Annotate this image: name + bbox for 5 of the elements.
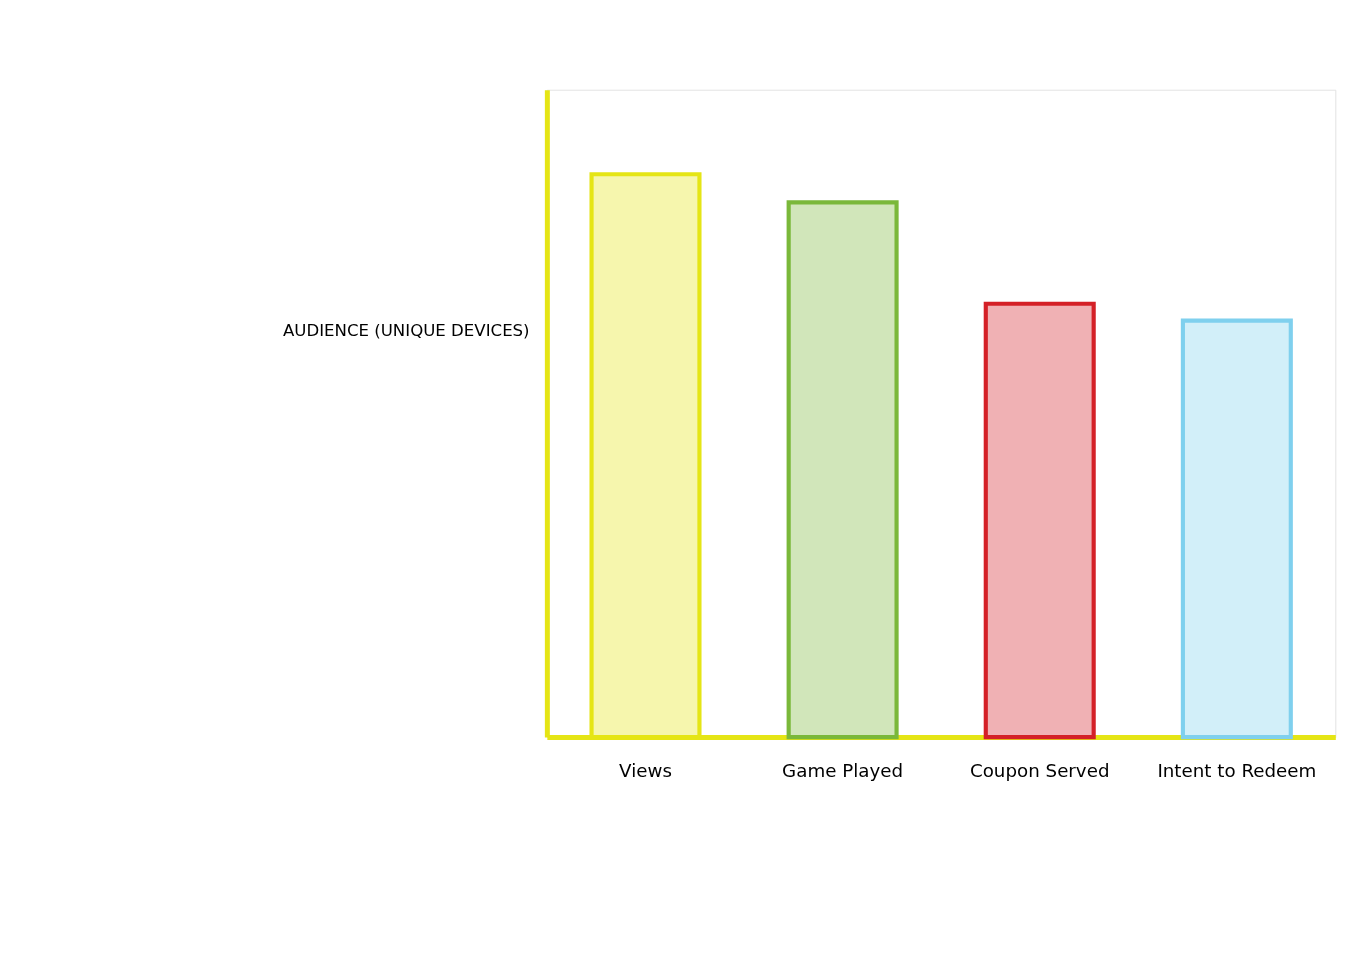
x-tick-label: Game Played: [782, 759, 904, 781]
x-tick-label: Intent to Redeem: [1157, 759, 1317, 781]
y-axis-title: AUDIENCE (UNIQUE DEVICES): [282, 320, 530, 340]
x-tick-label: Views: [619, 759, 672, 781]
x-tick-label: Coupon Served: [969, 759, 1110, 781]
